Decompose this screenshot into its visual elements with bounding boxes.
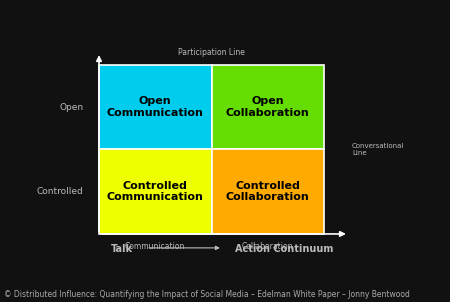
Text: Communication: Communication [125, 242, 185, 251]
Text: © Distributed Influence: Quantifying the Impact of Social Media – Edelman White : © Distributed Influence: Quantifying the… [4, 290, 410, 299]
Text: Controlled: Controlled [36, 187, 83, 196]
Text: Open
Collaboration: Open Collaboration [226, 96, 310, 118]
Text: Participation Line: Participation Line [178, 48, 245, 57]
Text: Action Continuum: Action Continuum [235, 244, 334, 254]
Text: Collaboration: Collaboration [242, 242, 293, 251]
Bar [212, 65, 324, 149]
Text: Open
Communication: Open Communication [107, 96, 204, 118]
Bar [99, 149, 212, 234]
Text: Controlled
Collaboration: Controlled Collaboration [226, 181, 310, 202]
Text: Controlled
Communication: Controlled Communication [107, 181, 204, 202]
Text: Conversational
Line: Conversational Line [352, 143, 405, 156]
Bar [212, 149, 324, 234]
Text: Open: Open [59, 103, 83, 112]
Text: Talk: Talk [110, 244, 133, 254]
Bar [99, 65, 212, 149]
